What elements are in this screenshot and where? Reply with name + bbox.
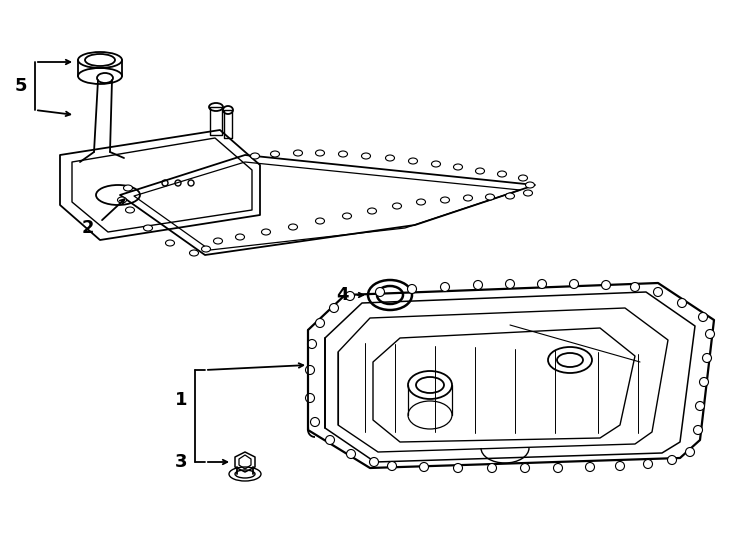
Circle shape [616,462,625,470]
Circle shape [702,354,711,362]
Ellipse shape [476,168,484,174]
Ellipse shape [526,182,534,188]
Circle shape [487,463,496,472]
Ellipse shape [271,151,280,157]
Ellipse shape [432,161,440,167]
Ellipse shape [261,229,271,235]
Circle shape [330,303,338,313]
Circle shape [696,402,705,410]
Ellipse shape [454,164,462,170]
Ellipse shape [523,190,532,196]
Ellipse shape [338,151,347,157]
Ellipse shape [362,153,371,159]
Ellipse shape [409,158,418,164]
Circle shape [310,417,319,427]
Ellipse shape [202,246,211,252]
Ellipse shape [144,225,153,231]
Ellipse shape [393,203,401,209]
Circle shape [694,426,702,435]
Ellipse shape [485,194,495,200]
Circle shape [473,280,482,289]
Ellipse shape [236,234,244,240]
Circle shape [653,287,663,296]
Ellipse shape [463,195,473,201]
Circle shape [699,313,708,321]
Ellipse shape [416,199,426,205]
Circle shape [420,462,429,471]
Ellipse shape [250,153,260,159]
Circle shape [346,292,355,300]
Circle shape [454,463,462,472]
Ellipse shape [189,250,198,256]
Ellipse shape [343,213,352,219]
Text: 3: 3 [175,453,187,471]
Circle shape [520,463,529,472]
Ellipse shape [294,150,302,156]
Circle shape [586,462,595,471]
Circle shape [700,377,708,387]
Circle shape [601,280,611,289]
Circle shape [667,456,677,464]
Text: 5: 5 [15,77,27,95]
Circle shape [376,287,385,296]
Circle shape [346,449,355,458]
Ellipse shape [506,193,515,199]
Ellipse shape [126,207,134,213]
Ellipse shape [440,197,449,203]
Circle shape [407,285,416,294]
Circle shape [677,299,686,307]
Circle shape [369,457,379,467]
Circle shape [305,366,314,375]
Ellipse shape [165,240,175,246]
Ellipse shape [123,185,133,191]
Circle shape [325,435,335,444]
Circle shape [705,329,714,339]
Circle shape [305,394,314,402]
Ellipse shape [214,238,222,244]
Text: 2: 2 [81,219,94,237]
Circle shape [537,280,547,288]
Circle shape [644,460,653,469]
Circle shape [388,462,396,470]
Text: 1: 1 [175,391,187,409]
Circle shape [308,340,316,348]
Circle shape [631,282,639,292]
Circle shape [553,463,562,472]
Circle shape [506,280,515,288]
Ellipse shape [368,208,377,214]
Ellipse shape [316,150,324,156]
Ellipse shape [316,218,324,224]
Ellipse shape [385,155,394,161]
Text: 4: 4 [335,286,348,304]
Circle shape [440,282,449,292]
Ellipse shape [288,224,297,230]
Ellipse shape [117,197,126,203]
Ellipse shape [498,171,506,177]
Circle shape [570,280,578,288]
Ellipse shape [518,175,528,181]
Circle shape [686,448,694,456]
Circle shape [316,319,324,327]
